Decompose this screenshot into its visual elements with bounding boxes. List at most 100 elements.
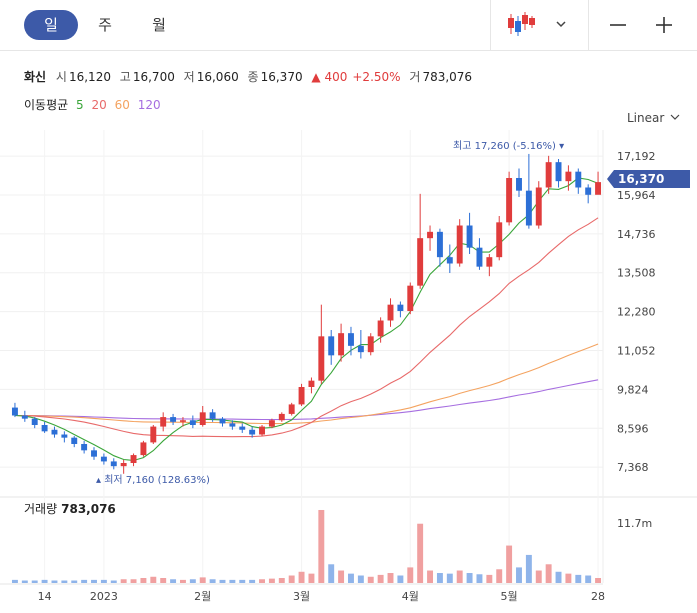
candle-body (110, 461, 117, 467)
candle-body (535, 187, 542, 226)
ma5-label: 5 (76, 98, 84, 112)
candle-body (100, 456, 107, 462)
candle-body (486, 257, 493, 267)
ma60-label: 60 (114, 98, 130, 112)
volume-title: 거래량 (24, 502, 58, 516)
scale-toggle[interactable]: Linear (627, 111, 682, 125)
candle (407, 282, 414, 315)
volume-bar (150, 576, 157, 583)
candle (110, 458, 117, 470)
volume-bar (476, 574, 483, 583)
candle (506, 171, 513, 226)
candle-body (357, 345, 364, 353)
candle (21, 410, 28, 422)
candle (595, 171, 602, 195)
x-tick-label: 4월 (402, 590, 419, 603)
candle (456, 219, 463, 267)
candle (229, 420, 236, 430)
candle-body (130, 455, 137, 463)
moving-average-legend[interactable]: 이동평균 5 20 60 120 (24, 96, 165, 113)
volume-value: 783,076 (422, 70, 473, 84)
candle (397, 301, 404, 318)
volume-bar (189, 579, 196, 583)
candle-body (259, 426, 265, 435)
volume-bar (525, 554, 532, 583)
candle (91, 447, 97, 460)
volume-bar (446, 573, 453, 583)
candle-body (150, 426, 157, 443)
chevron-down-icon[interactable] (546, 8, 580, 42)
tab-weekly[interactable]: 주 (98, 16, 112, 34)
volume-bar (209, 579, 216, 583)
volume-axis-tick: 11.7m (617, 517, 652, 530)
volume-bar (456, 570, 463, 583)
candle (160, 412, 167, 432)
volume-bar (367, 576, 374, 583)
candle (51, 426, 58, 438)
plus-icon[interactable] (647, 8, 681, 42)
volume-bar (100, 579, 107, 583)
volume-bar (427, 570, 434, 583)
volume-bar (71, 580, 78, 583)
volume-bar (466, 573, 473, 583)
volume-bar (417, 523, 424, 583)
candles (11, 153, 602, 474)
high-value: 16,700 (132, 70, 175, 84)
candle-body (338, 333, 345, 356)
candle (298, 383, 305, 406)
candle (367, 333, 374, 356)
candle-body (11, 407, 18, 416)
candle-body (229, 423, 236, 427)
high-annotation: 최고 17,260 (-5.16%) ▾ (453, 140, 564, 152)
ma-title: 이동평균 (24, 98, 69, 112)
y-tick-label: 17,192 (617, 150, 656, 163)
volume-bar (170, 579, 177, 583)
candle-body (120, 463, 127, 467)
candle-body (170, 417, 177, 422)
volume-bar (575, 574, 582, 583)
candle (61, 431, 68, 443)
candle-body (427, 231, 434, 239)
volume-bar (229, 579, 236, 583)
candle (130, 453, 137, 467)
candle (140, 440, 147, 457)
candle (100, 453, 107, 465)
candle-body (249, 429, 256, 435)
volume-bar (11, 579, 18, 583)
minus-icon[interactable] (601, 8, 635, 42)
candle (387, 298, 394, 327)
candle (525, 153, 532, 229)
volume-bar (407, 567, 414, 583)
tab-daily[interactable]: 일 (24, 10, 78, 40)
candle-body (41, 425, 48, 432)
candlestick-icon[interactable] (503, 8, 537, 42)
candle-body (516, 178, 522, 191)
candle-body (160, 417, 167, 427)
candle-body (71, 437, 78, 444)
volume-panel-label: 거래량 783,076 (24, 500, 116, 517)
stock-name: 화신 (24, 70, 47, 84)
volume-bar (397, 575, 404, 583)
candle-body (585, 187, 592, 195)
candle-body (555, 162, 562, 182)
x-axis: 14 2023 2월 3월 4월 5월 28 (38, 590, 605, 603)
candle-body (81, 444, 88, 451)
candle (259, 425, 265, 437)
tab-monthly[interactable]: 월 (152, 16, 166, 34)
candle-body (298, 387, 305, 405)
ma60-line (14, 343, 599, 425)
candle-body (476, 247, 483, 267)
volume-bar (298, 571, 305, 583)
candle (348, 326, 354, 356)
volume-bar (436, 573, 443, 583)
candle-body (496, 222, 503, 258)
candle (565, 165, 572, 191)
y-tick-label: 11,052 (617, 345, 656, 358)
volume-bar (308, 573, 315, 583)
volume-bar (31, 580, 38, 583)
change-percent: +2.50% (352, 70, 401, 84)
y-tick-label: 14,736 (617, 228, 656, 241)
volume-bar (318, 509, 325, 583)
candle-body (219, 418, 226, 424)
